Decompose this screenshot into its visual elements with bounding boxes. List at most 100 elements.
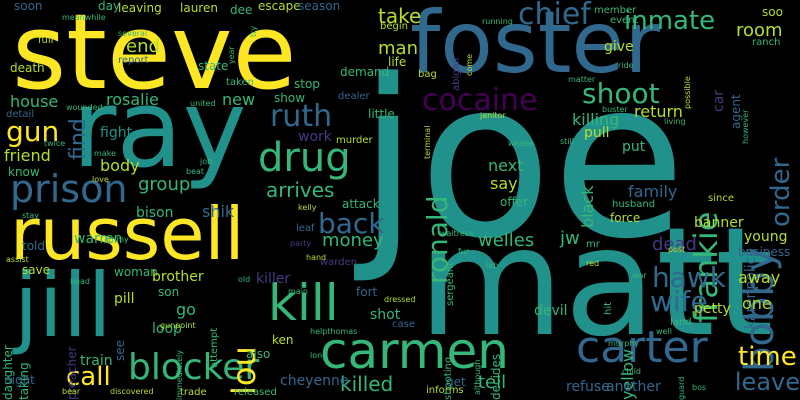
word: group (138, 174, 191, 195)
word: murder (336, 135, 373, 146)
word: terminal (423, 125, 432, 159)
word: united (190, 99, 216, 108)
word: matt (418, 196, 774, 370)
word: cheyenne (280, 373, 349, 389)
word: ken (272, 333, 294, 347)
word: gunpoint (160, 321, 196, 330)
word: next (488, 156, 524, 175)
word: refuse (566, 379, 610, 395)
word: killing (572, 110, 620, 129)
word: war (632, 271, 647, 280)
word: well (656, 327, 672, 336)
word: attack (342, 197, 380, 211)
word: report (118, 55, 149, 66)
word: gun (6, 115, 60, 148)
word: shoot (582, 77, 660, 110)
word: bag (418, 69, 437, 80)
word: friend (4, 146, 51, 165)
word: shot (370, 307, 401, 323)
word: black (578, 185, 597, 228)
word: warden (320, 257, 358, 268)
word: try (249, 25, 258, 37)
word: trade (180, 387, 207, 398)
word: wounded (66, 103, 103, 112)
word: demand (340, 65, 390, 79)
word: attempt (209, 327, 220, 368)
word: train (80, 353, 113, 369)
word: blocker (128, 347, 260, 388)
word: full (38, 35, 54, 46)
word: stop (294, 77, 320, 91)
word: escape (258, 0, 301, 13)
word: shik (202, 202, 235, 221)
word: cocaine (422, 83, 538, 118)
word: foster (410, 0, 660, 93)
word: jill (14, 254, 112, 357)
word: living (664, 117, 686, 126)
word: lab (486, 261, 499, 270)
word: work (298, 129, 332, 145)
word: season (298, 0, 341, 13)
word: meanwhile (62, 13, 106, 22)
word: woman (114, 265, 158, 279)
word: main (288, 287, 308, 296)
word: karenpolice (743, 248, 759, 329)
word: jw (560, 228, 580, 249)
word: give (604, 39, 634, 55)
word: land (670, 317, 692, 328)
word: love (92, 175, 109, 184)
word: inmate (624, 6, 716, 36)
word: death (10, 61, 45, 75)
word: leaf (296, 223, 315, 234)
word: night (4, 373, 35, 387)
word: order (766, 157, 796, 227)
word: told (22, 239, 45, 253)
word: detail (6, 109, 35, 120)
word: husband (612, 199, 656, 210)
word: assist (6, 255, 29, 264)
word: another (606, 379, 661, 395)
word: prison (10, 167, 128, 211)
word: however (741, 109, 750, 144)
word: waitress (440, 229, 474, 238)
word: end (126, 36, 160, 57)
word: family (628, 182, 678, 201)
word: away (738, 268, 781, 287)
word: post (668, 245, 686, 254)
word: brother (152, 269, 204, 285)
word: long (310, 351, 328, 360)
word: pull (584, 125, 610, 141)
word: bison (136, 205, 174, 221)
word: helpthomas (310, 327, 358, 336)
word: hawk (652, 261, 727, 294)
word: murphy (608, 339, 640, 348)
word: one (742, 294, 772, 313)
word: bos (692, 383, 707, 392)
word: abigail (451, 57, 462, 91)
word: member (594, 5, 637, 16)
word: russell (10, 192, 245, 276)
word: take (378, 4, 422, 28)
word: return (634, 102, 683, 121)
word: ray (72, 67, 247, 192)
word: carter (576, 322, 708, 373)
word: although (473, 359, 482, 395)
word: chief (518, 0, 591, 32)
word: still (560, 137, 574, 146)
word: red (586, 259, 600, 268)
word: call (66, 362, 111, 392)
word: ruth (270, 99, 333, 134)
word: several (118, 29, 148, 38)
word: discovered (110, 387, 154, 396)
word: dressed (384, 295, 416, 304)
word: whose (508, 139, 534, 148)
word: ride (618, 61, 634, 70)
word: since (708, 193, 734, 204)
word: informs (426, 385, 464, 396)
word: soo (762, 5, 783, 19)
word: loop (152, 321, 182, 337)
word: soon (14, 0, 43, 13)
word: sergeant (445, 261, 456, 306)
word: taking (17, 362, 31, 400)
